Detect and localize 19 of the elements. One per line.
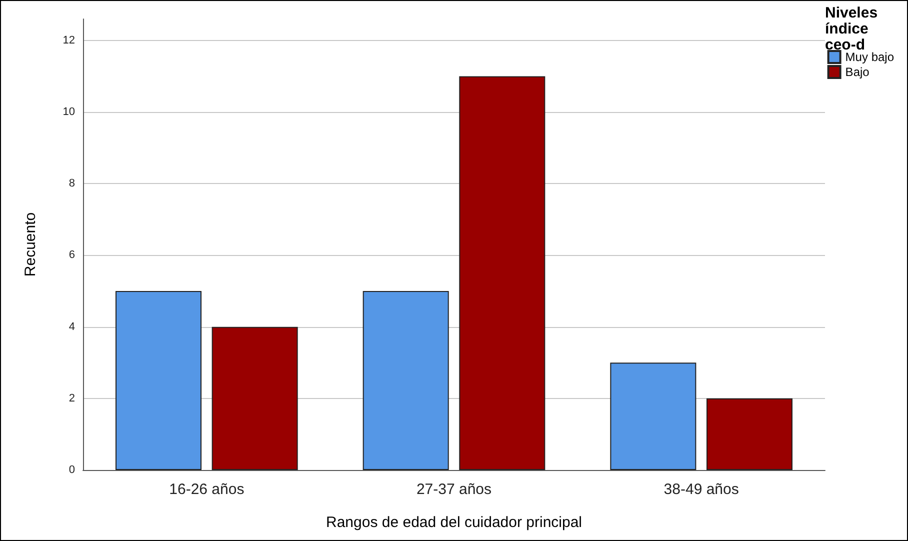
bar: [116, 291, 202, 470]
y-tick-label: 6: [68, 249, 75, 262]
y-tick-label: 0: [68, 464, 75, 476]
y-axis-title: Recuento: [22, 212, 39, 277]
bar: [706, 398, 792, 470]
y-tick-label: 2: [68, 392, 75, 404]
bar: [362, 291, 449, 470]
bar: [212, 326, 298, 470]
bar: [459, 76, 546, 470]
y-tick-label: 4: [68, 320, 75, 333]
bar: [610, 362, 696, 470]
x-tick-label: 27-37 años: [416, 481, 492, 498]
x-tick-label: 16-26 años: [169, 481, 244, 498]
x-axis-title: Rangos de edad del cuidador principal: [326, 514, 582, 531]
y-tick-label: 10: [62, 106, 75, 118]
x-tick-label: 38-49 años: [664, 481, 739, 498]
legend-label: Bajo: [845, 65, 870, 79]
y-tick-label: 8: [68, 178, 75, 190]
y-tick-label: 12: [62, 34, 75, 46]
